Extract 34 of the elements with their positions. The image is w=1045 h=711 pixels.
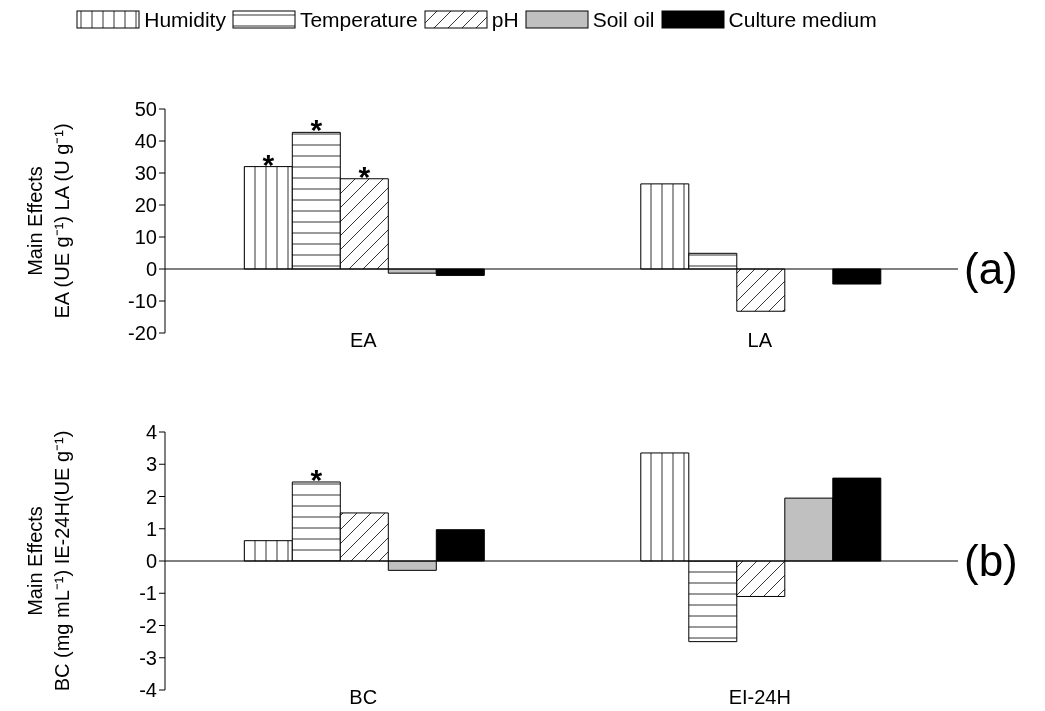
y-tick-label: 30 — [134, 162, 157, 185]
text: (b) — [964, 536, 1018, 585]
x-tick-label: EI-24H — [728, 686, 791, 709]
data-label: * — [358, 159, 371, 193]
y-tick-label: 1 — [145, 517, 157, 540]
y-tick-label: 0 — [145, 550, 157, 573]
y-tick-label: 50 — [134, 98, 157, 121]
legend-label: Soil oil — [592, 8, 655, 32]
y-tick-label: -2 — [139, 614, 157, 637]
data-label: * — [310, 113, 323, 147]
legend-label: Humidity — [144, 8, 226, 32]
y-tick-label: -10 — [128, 290, 157, 313]
y-tick-label: 0 — [145, 258, 157, 281]
y-tick-label: -3 — [139, 646, 157, 669]
y-axis-title: Main Effects EA (UE g⁻¹) LA (U g⁻¹) — [24, 123, 73, 319]
legend-label: pH — [491, 8, 519, 32]
data-label: * — [262, 147, 275, 181]
x-tick-label: LA — [747, 329, 773, 352]
y-tick-label: 10 — [134, 226, 157, 249]
x-tick-label: BC — [349, 686, 378, 709]
y-tick-label: 40 — [134, 130, 157, 153]
y-tick-label: 2 — [145, 485, 157, 508]
y-tick-label: -20 — [128, 322, 157, 345]
legend-label: Culture medium — [728, 8, 877, 32]
text: (a) — [964, 244, 1018, 293]
y-tick-label: -1 — [139, 582, 157, 605]
y-tick-label: -4 — [139, 679, 157, 702]
data-label: * — [310, 462, 323, 496]
y-axis-title: Main Effects BC (mg mL⁻¹) IE-24H(UE g⁻¹) — [24, 430, 73, 692]
legend-label: Temperature — [299, 8, 418, 32]
x-tick-label: EA — [349, 329, 378, 352]
y-tick-label: 3 — [145, 453, 157, 476]
y-tick-label: 20 — [134, 194, 157, 217]
y-tick-label: 4 — [145, 421, 157, 444]
